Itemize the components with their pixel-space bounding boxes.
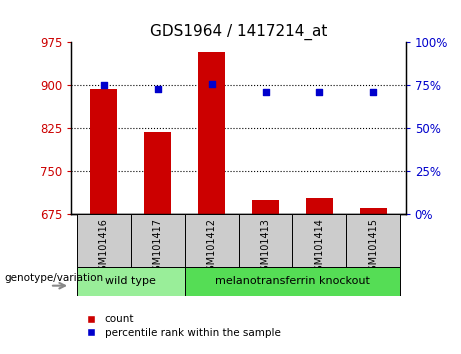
- Bar: [198, 52, 225, 214]
- Bar: [185, 214, 239, 267]
- Text: wild type: wild type: [105, 276, 156, 286]
- Text: GSM101417: GSM101417: [153, 218, 163, 277]
- Text: genotype/variation: genotype/variation: [5, 273, 104, 283]
- Bar: [346, 214, 400, 267]
- Point: [154, 86, 161, 92]
- Bar: [360, 209, 387, 214]
- Text: melanotransferrin knockout: melanotransferrin knockout: [215, 276, 370, 286]
- Point: [316, 90, 323, 95]
- Bar: [77, 267, 185, 296]
- Text: GSM101413: GSM101413: [260, 218, 271, 277]
- Bar: [239, 214, 292, 267]
- Text: GSM101414: GSM101414: [314, 218, 325, 277]
- Bar: [131, 214, 185, 267]
- Title: GDS1964 / 1417214_at: GDS1964 / 1417214_at: [150, 23, 327, 40]
- Bar: [77, 214, 131, 267]
- Point: [370, 90, 377, 95]
- Point: [100, 82, 107, 88]
- Bar: [252, 200, 279, 214]
- Bar: [292, 214, 346, 267]
- Bar: [306, 198, 333, 214]
- Bar: [90, 90, 117, 214]
- Text: GSM101415: GSM101415: [368, 218, 378, 277]
- Text: GSM101412: GSM101412: [207, 218, 217, 277]
- Text: GSM101416: GSM101416: [99, 218, 109, 277]
- Bar: [185, 267, 400, 296]
- Point: [262, 90, 269, 95]
- Point: [208, 81, 215, 86]
- Legend: count, percentile rank within the sample: count, percentile rank within the sample: [77, 310, 285, 342]
- Bar: [144, 132, 171, 214]
